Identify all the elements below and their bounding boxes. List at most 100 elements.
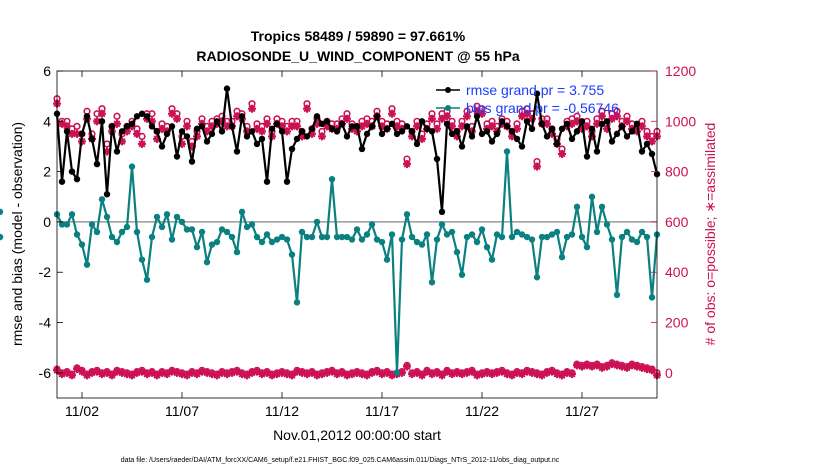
- obs-assimilated-point-stroke: [118, 369, 126, 377]
- rmse-point: [98, 118, 106, 125]
- bias-point: [643, 233, 651, 241]
- bias-point: [208, 241, 216, 248]
- obs-assimilated-point-stroke: [643, 132, 651, 140]
- rmse-point: [648, 150, 656, 158]
- bias-point: [138, 256, 146, 263]
- obs-assimilated-point-stroke: [473, 107, 481, 115]
- rmse-point: [523, 118, 531, 125]
- obs-assimilated-point-stroke: [73, 130, 81, 138]
- obs-assimilated-point-stroke: [413, 122, 421, 130]
- bias-point: [293, 299, 301, 306]
- obs-assimilated-point: [598, 112, 606, 121]
- rmse-point: [593, 148, 601, 155]
- bias-point: [588, 193, 596, 200]
- rmse-point: [513, 135, 521, 143]
- obs-assimilated-point-stroke: [613, 361, 621, 369]
- obs-assimilated-point-stroke: [613, 112, 621, 120]
- obs-assimilated-point: [523, 109, 531, 118]
- bias-point: [58, 221, 66, 228]
- obs-assimilated-point: [173, 114, 181, 123]
- bias-point: [88, 221, 96, 228]
- bias-point: [158, 223, 166, 231]
- obs-assimilated-point-stroke: [263, 120, 271, 128]
- chart-title-line2: RADIOSONDE_U_WIND_COMPONENT @ 55 hPa: [196, 48, 519, 64]
- chart-title-line1: Tropics 58489 / 59890 = 97.661%: [251, 28, 466, 44]
- y-left-tick-label: 4: [43, 113, 51, 129]
- y-right-tick-label: 200: [665, 315, 689, 331]
- y-left-tick-label: -4: [39, 315, 52, 331]
- bias-point: [338, 233, 346, 241]
- obs-assimilated-point-stroke: [168, 110, 176, 118]
- obs-assimilated-point: [643, 132, 651, 141]
- rmse-point: [533, 90, 541, 97]
- bias-point: [398, 236, 406, 243]
- obs-assimilated-point-stroke: [573, 117, 581, 125]
- obs-assimilated-point-stroke: [443, 112, 451, 120]
- bias-point: [278, 233, 286, 241]
- bias-point: [318, 233, 326, 241]
- obs-assimilated-point-stroke: [168, 368, 176, 376]
- rmse-point: [178, 128, 186, 135]
- rmse-point: [493, 130, 501, 138]
- obs-assimilated-point-stroke: [238, 370, 246, 378]
- rmse-point: [373, 113, 381, 120]
- rmse-point: [73, 175, 81, 183]
- bias-point: [393, 369, 401, 377]
- obs-assimilated-point: [78, 367, 86, 376]
- rmse-point: [153, 128, 161, 135]
- obs-assimilated-point-stroke: [283, 127, 291, 135]
- obs-assimilated-point-stroke: [218, 369, 226, 377]
- rmse-point: [558, 125, 566, 133]
- bias-point: [68, 211, 76, 218]
- rmse-point: [428, 128, 436, 135]
- obs-assimilated-point-stroke: [488, 122, 496, 130]
- rmse-point: [498, 118, 506, 125]
- obs-assimilated-point: [98, 109, 106, 118]
- obs-assimilated-point-stroke: [563, 369, 571, 377]
- obs-assimilated-point-stroke: [643, 365, 651, 373]
- obs-assimilated-point-stroke: [293, 368, 301, 376]
- rmse-point: [103, 191, 111, 198]
- bias-point: [478, 226, 486, 233]
- obs-assimilated-point-stroke: [413, 369, 421, 377]
- rmse-point: [543, 133, 551, 140]
- obs-assimilated-point: [463, 112, 471, 121]
- obs-assimilated-point-stroke: [648, 366, 656, 374]
- bias-point: [453, 248, 461, 256]
- bias-point: [613, 291, 621, 299]
- bias-point: [573, 203, 581, 211]
- bias-point: [193, 243, 201, 251]
- obs-assimilated-point-stroke: [363, 120, 371, 128]
- rmse-point: [538, 120, 546, 128]
- rmse-point: [553, 140, 561, 148]
- obs-assimilated-point-stroke: [258, 127, 266, 135]
- obs-assimilated-point: [488, 122, 496, 131]
- obs-assimilated-point-stroke: [123, 370, 131, 378]
- bias-point: [518, 231, 526, 238]
- bias-point: [503, 148, 511, 155]
- bias-point: [103, 213, 111, 221]
- y-left-tick-label: 0: [43, 214, 51, 230]
- obs-assimilated-point-stroke: [433, 369, 441, 377]
- obs-assimilated-point: [303, 104, 311, 113]
- obs-assimilated-point-stroke: [158, 369, 166, 377]
- bias-point: [178, 218, 186, 226]
- rmse-point: [173, 153, 181, 160]
- rmse-point: [283, 178, 291, 185]
- obs-assimilated-point-stroke: [543, 120, 551, 128]
- rmse-point: [383, 125, 391, 133]
- obs-assimilated-point-stroke: [598, 112, 606, 120]
- obs-assimilated-point-stroke: [58, 120, 66, 128]
- rmse-point: [88, 135, 96, 143]
- rmse-point: [483, 128, 491, 135]
- obs-assimilated-point: [458, 122, 466, 131]
- bias-point: [0, 208, 4, 216]
- x-tick-label: 11/02: [65, 403, 99, 419]
- bias-point: [523, 233, 531, 241]
- bias-point: [143, 276, 151, 283]
- rmse-point: [193, 125, 201, 133]
- rmse-point: [378, 130, 386, 138]
- rmse-point: [123, 123, 131, 130]
- rmse-point: [208, 130, 216, 138]
